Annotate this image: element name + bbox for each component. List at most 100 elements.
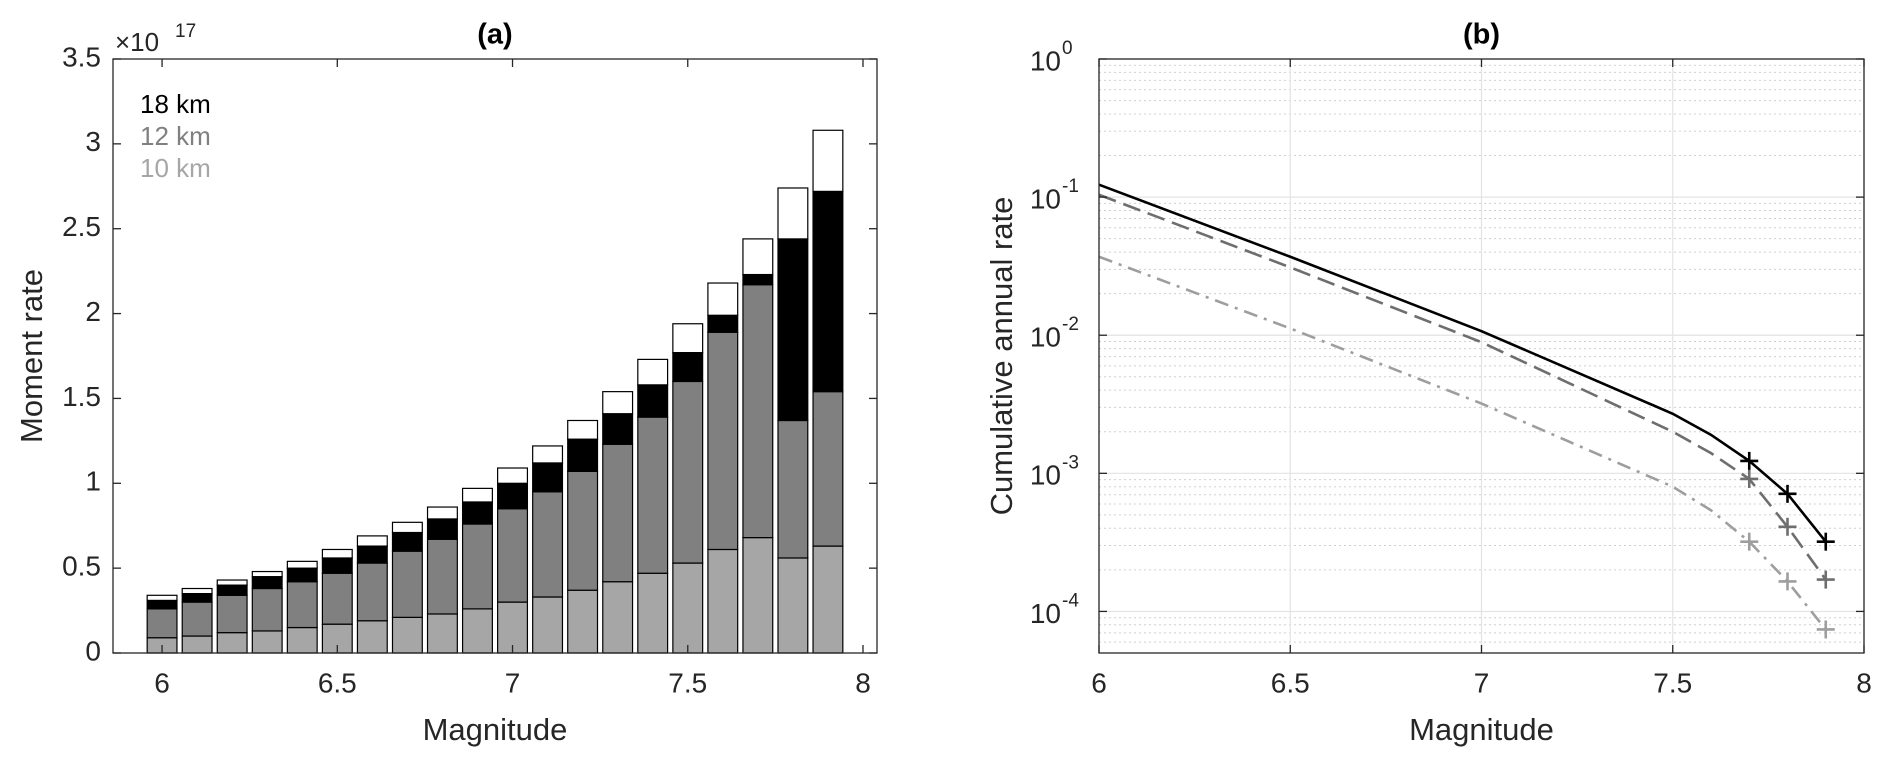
bar-segment [356,620,388,654]
bar-segment [532,445,564,464]
x-tick-label: 7.5 [1653,667,1692,698]
bar-segment [181,601,213,637]
bar-segment [356,535,388,547]
point-marker [1816,570,1835,589]
bar-segment [251,587,283,632]
point-marker [1778,572,1797,591]
bar-segment [742,284,774,539]
bar-segment [777,557,809,654]
bar-segment [602,413,634,445]
bar-segment [672,323,704,354]
x-tick-label: 6 [154,667,170,698]
bar-segment [707,331,739,551]
bar-segment [742,273,774,286]
bar-segment [567,589,599,654]
bar-segment [742,536,774,654]
y-tick-exponent: -4 [1062,590,1079,611]
bar-segment [567,470,599,591]
y-tick-exponent: -1 [1062,176,1079,197]
bar-segment [567,419,599,440]
y-tick-exponent: 0 [1062,38,1073,59]
x-tick-label: 7 [505,667,521,698]
series-line [1098,255,1827,631]
bar-segment [672,380,704,564]
point-marker [1778,484,1797,503]
bar-segment [672,562,704,654]
legend-entry: 18 km [140,89,211,119]
bar-segment [602,391,634,415]
bar-segment [812,391,844,547]
x-axis-label: Magnitude [423,712,568,747]
y-tick-label: 3.5 [62,41,101,72]
series-line [1098,183,1827,543]
bar-segment [777,419,809,559]
bar-segment [497,508,529,603]
bar-segment [567,438,599,473]
y-tick-label: 0 [85,635,101,666]
bar-segment [707,314,739,333]
y-tick-label: 0.5 [62,551,101,582]
bar-segment [777,187,809,240]
x-tick-label: 6.5 [318,667,357,698]
y-tick-label: 3 [85,126,101,157]
bar-segment [777,238,809,422]
y-tick-exponent: -3 [1062,452,1079,473]
x-tick-label: 6.5 [1271,667,1310,698]
bar-segment [602,443,634,583]
bar-segment [812,190,844,393]
bar-segment [672,352,704,383]
bar-segment [181,587,213,595]
bar-segment [602,581,634,654]
bar-segment [461,501,493,525]
y-tick-label: 10 [1030,322,1061,353]
bar-segment [812,129,844,192]
y-tick-label: 2 [85,296,101,327]
bar-segment [216,632,248,654]
bar-segment [391,531,423,552]
bar-segment [812,545,844,654]
bar-segment [707,548,739,654]
y-tick-label: 10 [1030,598,1061,629]
x-tick-label: 6 [1091,667,1107,698]
bar-segment [146,608,178,639]
x-tick-label: 8 [1856,667,1872,698]
axis-multiplier-exponent: 17 [175,21,196,42]
bar-segment [637,358,669,386]
bar-segment [426,506,458,520]
bar-segment [216,594,248,634]
legend-entry: 12 km [140,121,211,151]
bar-segment [426,518,458,540]
bar-segment [321,548,353,559]
legend-entry: 10 km [140,153,211,183]
bar-segment [251,630,283,654]
point-marker [1740,469,1759,488]
bar-segment [356,562,388,622]
x-axis-label: Magnitude [1409,712,1554,747]
bar-segment [391,550,423,618]
bar-segment [146,594,178,601]
bar-segment [286,560,318,569]
point-marker [1740,451,1759,470]
bar-segment [181,592,213,603]
bar-segment [181,635,213,654]
bar-segment [461,523,493,610]
bar-segment [637,572,669,654]
bar-segment [637,384,669,418]
y-tick-label: 1 [85,466,101,497]
bar-segment [216,579,248,586]
y-tick-label: 10 [1030,45,1061,76]
axes-frame [112,58,878,654]
bar-segment [742,238,774,276]
y-tick-exponent: -2 [1062,314,1079,335]
bar-segment [216,584,248,596]
point-marker [1816,532,1835,551]
y-tick-label: 2.5 [62,211,101,242]
x-tick-label: 8 [855,667,871,698]
bar-segment [391,616,423,654]
bar-segment [426,613,458,654]
series-line [1098,193,1827,581]
bar-segment [146,599,178,610]
